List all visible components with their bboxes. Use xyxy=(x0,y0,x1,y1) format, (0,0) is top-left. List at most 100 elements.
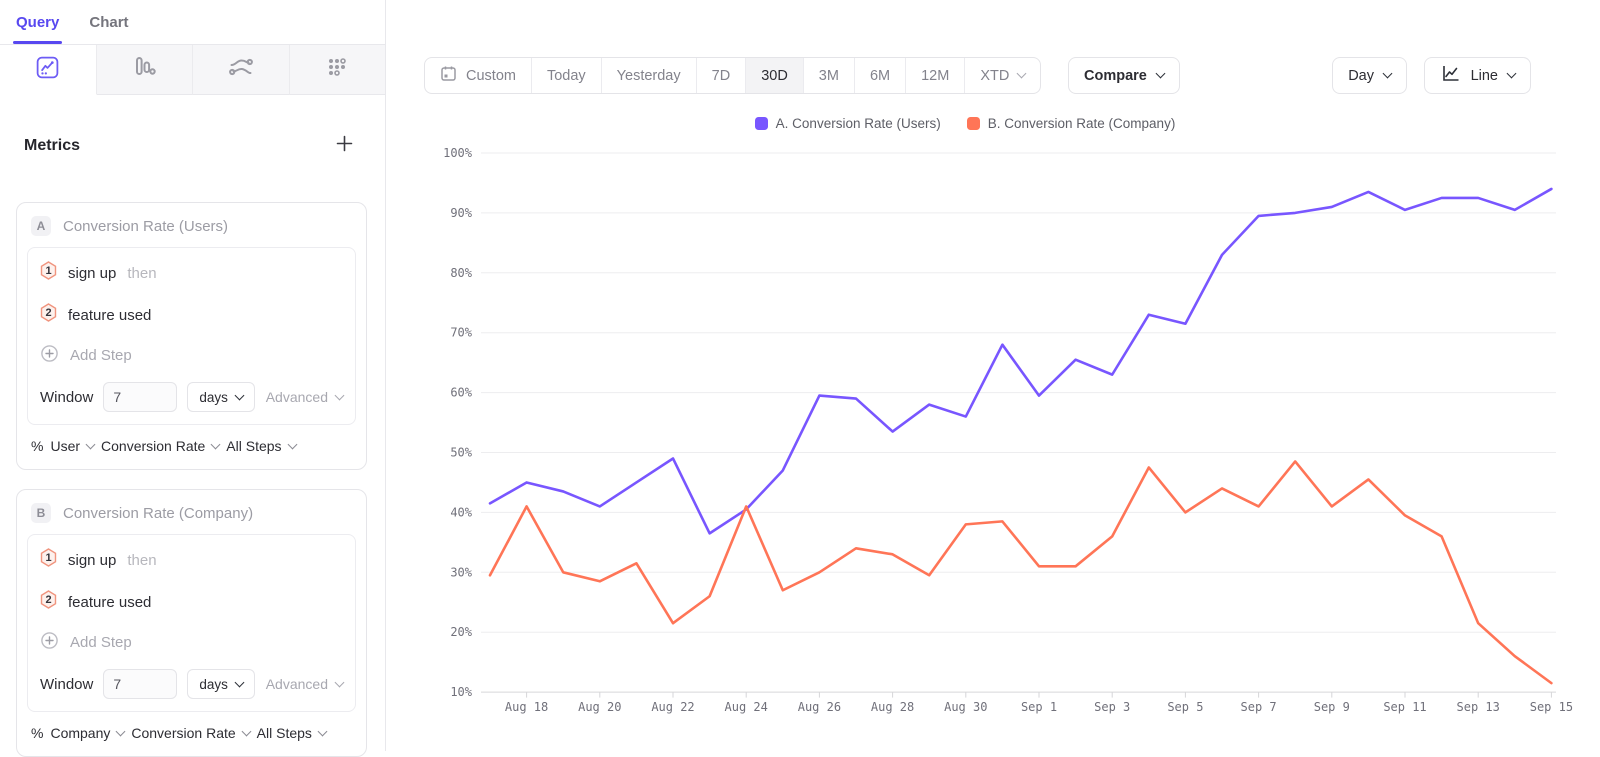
window-value-input[interactable] xyxy=(103,382,178,412)
entity-select[interactable]: User xyxy=(50,438,96,454)
steps-scope-value: All Steps xyxy=(256,725,312,741)
compare-button[interactable]: Compare xyxy=(1068,57,1180,94)
add-step-icon xyxy=(40,344,59,367)
x-axis-label: Sep 7 xyxy=(1241,700,1277,714)
advanced-toggle[interactable]: Advanced xyxy=(266,676,345,692)
report-tab-insights[interactable] xyxy=(0,45,97,95)
chevron-down-icon xyxy=(85,439,96,449)
metrics-title: Metrics xyxy=(24,137,81,154)
x-axis-label: Aug 22 xyxy=(651,700,694,714)
compare-label: Compare xyxy=(1084,67,1147,84)
query-sidebar: Query Chart xyxy=(0,0,386,757)
y-axis-label: 40% xyxy=(450,505,472,519)
add-metric-button[interactable] xyxy=(336,135,353,157)
legend-item-a[interactable]: A. Conversion Rate (Users) xyxy=(754,116,941,131)
granularity-label: Day xyxy=(1348,67,1374,84)
range-xtd[interactable]: XTD xyxy=(965,58,1040,93)
steps-scope-select[interactable]: All Steps xyxy=(226,438,297,454)
funnel-step-2[interactable]: 2 feature used xyxy=(28,581,355,623)
chart-panel: Custom Today Yesterday 7D 30D 3M 6M 12M … xyxy=(386,0,1600,751)
steps-scope-select[interactable]: All Steps xyxy=(256,725,328,741)
sidebar-tab-bar: Query Chart xyxy=(0,0,385,45)
x-axis-label: Aug 30 xyxy=(944,700,987,714)
line-chart[interactable]: 100% 90% 80% 70% 60% 50% 40% 30% 20% 10% Aug 18 Aug… xyxy=(386,140,1600,730)
x-axis-label: Sep 5 xyxy=(1167,700,1203,714)
metric-type-value: Conversion Rate xyxy=(101,438,206,454)
step-event-name[interactable]: sign up xyxy=(68,264,117,282)
report-tab-retention[interactable] xyxy=(289,45,385,95)
metric-title[interactable]: Conversion Rate (Users) xyxy=(63,217,229,235)
tab-chart[interactable]: Chart xyxy=(89,13,129,31)
y-axis-label: 20% xyxy=(450,625,472,639)
svg-text:2: 2 xyxy=(45,307,51,319)
window-unit-select[interactable]: days xyxy=(187,382,255,412)
window-unit-select[interactable]: days xyxy=(187,669,255,699)
y-axis-label: 80% xyxy=(450,266,472,280)
add-step-button[interactable]: Add Step xyxy=(28,623,355,662)
funnel-step-1[interactable]: 1 sign up then xyxy=(28,539,355,581)
report-type-strip xyxy=(0,45,385,95)
range-30d[interactable]: 30D xyxy=(746,58,804,93)
chevron-down-icon xyxy=(1016,68,1027,79)
y-axis-label: 10% xyxy=(450,685,472,699)
chevron-down-icon xyxy=(234,677,245,687)
chevron-down-icon xyxy=(210,439,221,449)
y-axis-label: 30% xyxy=(450,565,472,579)
percent-symbol: % xyxy=(31,438,44,454)
metric-type-select[interactable]: Conversion Rate xyxy=(131,725,252,741)
chevron-down-icon xyxy=(1155,68,1166,79)
report-tab-flows[interactable] xyxy=(193,45,290,95)
chevron-down-icon xyxy=(234,390,245,400)
retention-icon xyxy=(325,55,349,84)
metric-card-a: A Conversion Rate (Users) 1 sign up then xyxy=(16,202,367,470)
window-value-input[interactable] xyxy=(103,669,178,699)
chart-type-button[interactable]: Line xyxy=(1423,57,1531,94)
chevron-down-icon xyxy=(334,390,345,400)
legend-item-b[interactable]: B. Conversion Rate (Company) xyxy=(966,116,1175,131)
report-tab-funnels[interactable] xyxy=(96,45,193,95)
steps-scope-value: All Steps xyxy=(226,438,282,454)
range-7d[interactable]: 7D xyxy=(697,58,747,93)
metric-title[interactable]: Conversion Rate (Company) xyxy=(63,504,254,522)
metric-card-header[interactable]: B Conversion Rate (Company) xyxy=(17,490,366,534)
funnel-steps-box: 1 sign up then 2 feature used xyxy=(27,534,356,712)
add-step-button[interactable]: Add Step xyxy=(28,336,355,375)
advanced-toggle[interactable]: Advanced xyxy=(266,389,345,405)
series-line-b[interactable] xyxy=(488,460,1553,685)
granularity-button[interactable]: Day xyxy=(1332,57,1407,94)
x-axis-label: Aug 24 xyxy=(725,700,768,714)
range-label: Custom xyxy=(466,67,516,84)
range-custom[interactable]: Custom xyxy=(425,58,532,93)
metric-type-select[interactable]: Conversion Rate xyxy=(101,438,221,454)
range-yesterday[interactable]: Yesterday xyxy=(602,58,697,93)
step-number-hexagon: 2 xyxy=(40,303,57,327)
chevron-down-icon xyxy=(287,439,297,449)
metric-card-b: B Conversion Rate (Company) 1 sign up th… xyxy=(16,489,367,757)
funnel-step-1[interactable]: 1 sign up then xyxy=(28,252,355,294)
x-axis-label: Sep 1 xyxy=(1021,700,1057,714)
metric-type-value: Conversion Rate xyxy=(131,725,236,741)
chevron-down-icon xyxy=(334,677,345,687)
step-event-name[interactable]: sign up xyxy=(68,551,117,569)
range-6m[interactable]: 6M xyxy=(855,58,907,93)
metric-card-header[interactable]: A Conversion Rate (Users) xyxy=(17,203,366,247)
series-line-a[interactable] xyxy=(488,187,1553,535)
add-step-label: Add Step xyxy=(70,347,132,364)
step-number-hexagon: 2 xyxy=(40,590,57,614)
step-event-name[interactable]: feature used xyxy=(68,593,152,611)
range-today[interactable]: Today xyxy=(532,58,602,93)
y-axis-label: 60% xyxy=(450,386,472,400)
window-label: Window xyxy=(40,675,94,693)
y-axis-label: 90% xyxy=(450,206,472,220)
x-axis-label: Sep 11 xyxy=(1383,700,1426,714)
step-event-name[interactable]: feature used xyxy=(68,306,152,324)
chevron-down-icon xyxy=(1506,68,1517,79)
calendar-icon xyxy=(440,65,457,86)
x-axis-label: Aug 26 xyxy=(798,700,841,714)
conversion-window-row: Window days Advanced xyxy=(28,662,355,701)
entity-select[interactable]: Company xyxy=(50,725,126,741)
range-3m[interactable]: 3M xyxy=(804,58,855,93)
range-12m[interactable]: 12M xyxy=(906,58,966,93)
funnel-step-2[interactable]: 2 feature used xyxy=(28,294,355,336)
tab-query[interactable]: Query xyxy=(12,0,63,44)
